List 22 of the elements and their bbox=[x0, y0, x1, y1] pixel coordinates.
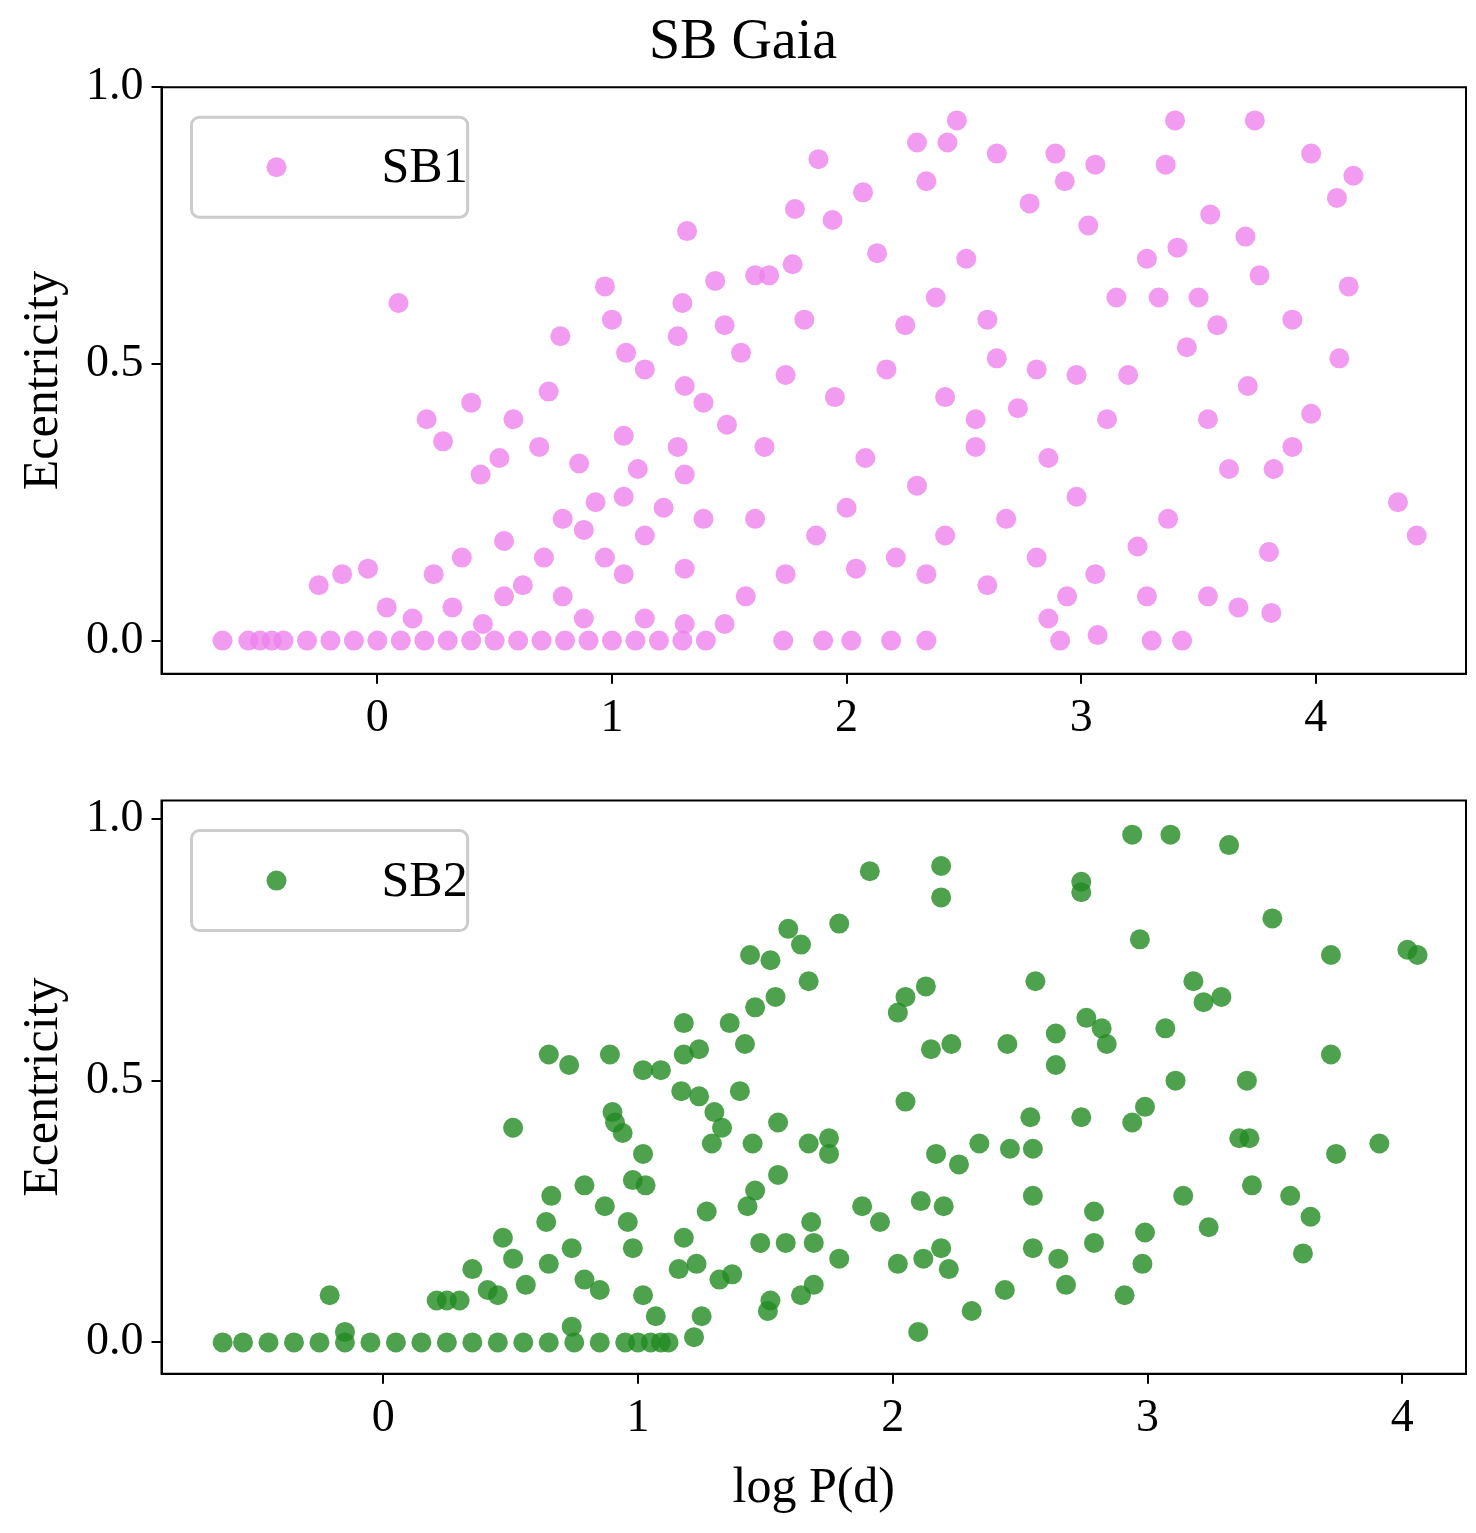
y-tick-label: 1.0 bbox=[86, 58, 144, 110]
y-tick-label: 1.0 bbox=[86, 790, 144, 841]
y-tick-label: 0.5 bbox=[86, 334, 144, 386]
y-tick-label: 0.5 bbox=[86, 1051, 144, 1103]
x-tick-label: 3 bbox=[1136, 1390, 1160, 1442]
x-tick-label: 1 bbox=[600, 690, 624, 742]
x-tick-label: 2 bbox=[881, 1390, 905, 1442]
x-axis-title: log P(d) bbox=[732, 1457, 895, 1514]
x-tick-label: 1 bbox=[626, 1390, 650, 1442]
x-tick-label: 2 bbox=[835, 690, 859, 742]
y-tick-label: 0.0 bbox=[86, 611, 144, 663]
x-tick-label: 3 bbox=[1069, 690, 1093, 742]
x-tick-label: 0 bbox=[371, 1390, 395, 1442]
y-axis-title: Ecentricity bbox=[12, 977, 69, 1197]
chart-title: SB Gaia bbox=[648, 8, 838, 71]
x-tick-label: 0 bbox=[365, 690, 389, 742]
legend-label: SB1 bbox=[381, 137, 468, 194]
legend-label: SB2 bbox=[381, 850, 468, 907]
x-tick-label: 4 bbox=[1304, 690, 1328, 742]
y-axis-title: Ecentricity bbox=[12, 270, 69, 491]
y-tick-label: 0.0 bbox=[86, 1313, 144, 1365]
x-tick-label: 4 bbox=[1390, 1390, 1414, 1442]
